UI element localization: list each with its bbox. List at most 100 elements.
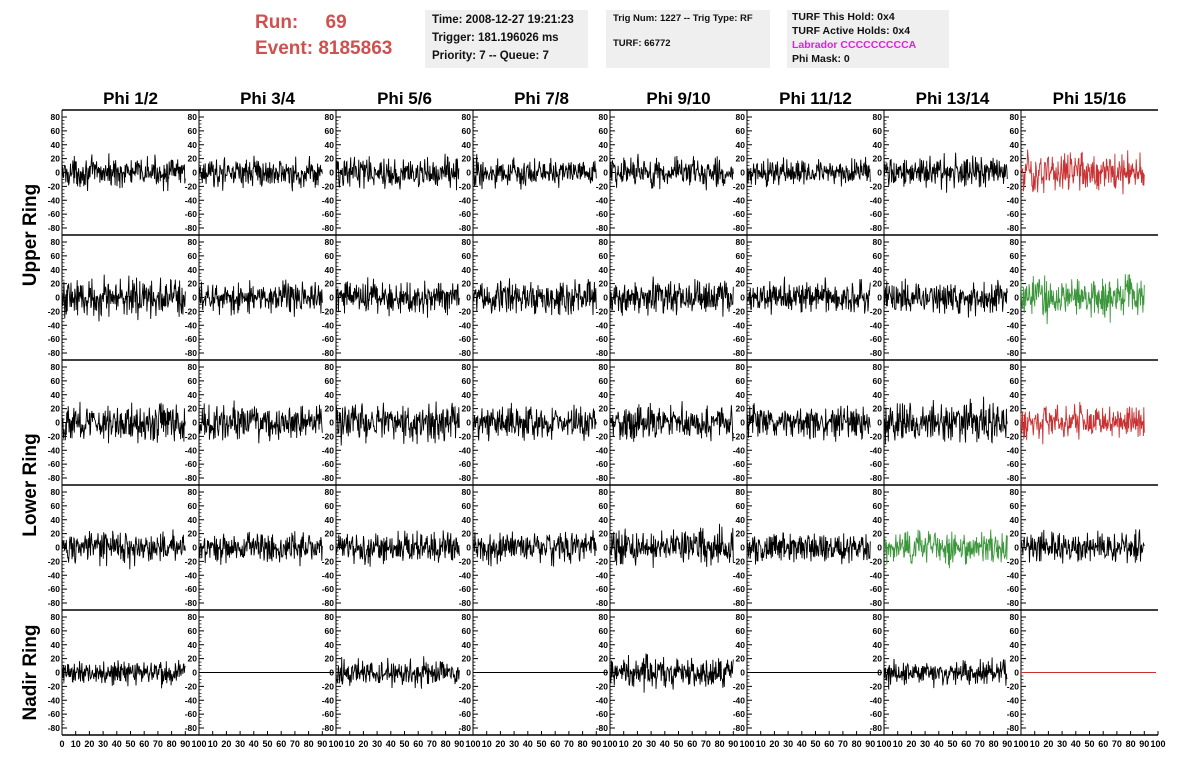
- x-tick-label: 80: [167, 739, 177, 749]
- y-tick-label: 80: [51, 362, 61, 372]
- waveform-trace: [198, 400, 323, 444]
- trig-num-text: Trig Num: 1227 -- Trig Type: RF: [613, 13, 753, 24]
- x-tick-label: 80: [715, 739, 725, 749]
- y-tick-label: -20: [870, 556, 883, 566]
- y-tick-label: -80: [322, 598, 335, 608]
- y-tick-label: -20: [733, 431, 746, 441]
- y-tick-label: -80: [1007, 723, 1020, 733]
- y-tick-label: -80: [459, 473, 472, 483]
- y-tick-label: 40: [736, 515, 746, 525]
- y-tick-label: -20: [459, 431, 472, 441]
- y-tick-label: 80: [736, 612, 746, 622]
- y-tick-label: 60: [873, 251, 883, 261]
- x-tick-label: 20: [1043, 739, 1053, 749]
- x-tick-label: 70: [564, 739, 574, 749]
- y-tick-label: 40: [873, 640, 883, 650]
- y-tick-label: 60: [325, 501, 335, 511]
- waveform-trace: [746, 532, 871, 565]
- y-tick-label: 60: [462, 626, 472, 636]
- y-tick-label: 20: [736, 154, 746, 164]
- waveform-trace: [61, 529, 186, 570]
- y-tick-label: 40: [873, 390, 883, 400]
- y-tick-label: 40: [1010, 640, 1020, 650]
- x-tick-label: 20: [495, 739, 505, 749]
- y-tick-label: 20: [51, 154, 61, 164]
- y-tick-label: -80: [459, 223, 472, 233]
- y-tick-label: 0: [740, 293, 745, 303]
- y-tick-label: -20: [48, 181, 61, 191]
- y-tick-label: -40: [870, 695, 883, 705]
- waveform-trace: [883, 396, 1008, 445]
- y-tick-label: -40: [48, 570, 61, 580]
- y-tick-label: -20: [870, 181, 883, 191]
- y-tick-label: -80: [185, 223, 198, 233]
- y-tick-label: 60: [325, 126, 335, 136]
- y-tick-label: 60: [325, 626, 335, 636]
- y-tick-label: 60: [599, 501, 609, 511]
- y-tick-label: 0: [1014, 168, 1019, 178]
- x-tick-label: 30: [920, 739, 930, 749]
- y-tick-label: 0: [603, 543, 608, 553]
- y-tick-label: 20: [51, 529, 61, 539]
- y-tick-label: -80: [185, 598, 198, 608]
- time-text: Time: 2008-12-27 19:21:23: [432, 14, 574, 26]
- y-tick-label: 80: [1010, 487, 1020, 497]
- x-tick-label: 80: [304, 739, 314, 749]
- y-tick-label: -40: [48, 695, 61, 705]
- y-tick-label: -40: [48, 320, 61, 330]
- y-tick-label: 40: [736, 265, 746, 275]
- y-tick-label: 0: [466, 668, 471, 678]
- y-tick-label: 0: [740, 668, 745, 678]
- y-tick-label: -60: [733, 334, 746, 344]
- y-tick-label: 80: [873, 237, 883, 247]
- y-tick-label: -20: [459, 681, 472, 691]
- y-tick-label: -40: [459, 570, 472, 580]
- y-tick-label: 80: [599, 612, 609, 622]
- y-tick-label: -40: [48, 195, 61, 205]
- y-tick-label: 60: [736, 251, 746, 261]
- y-tick-label: -60: [596, 709, 609, 719]
- y-tick-label: 60: [462, 251, 472, 261]
- y-tick-label: 0: [740, 418, 745, 428]
- waveform-trace: [335, 530, 460, 567]
- y-tick-label: -20: [733, 306, 746, 316]
- y-tick-label: -40: [733, 195, 746, 205]
- y-tick-label: 80: [599, 112, 609, 122]
- y-tick-label: 40: [188, 390, 198, 400]
- waveform-trace: [746, 276, 871, 315]
- y-tick-label: -40: [870, 195, 883, 205]
- x-tick-label: 70: [838, 739, 848, 749]
- y-tick-label: 0: [740, 168, 745, 178]
- y-tick-label: 80: [1010, 112, 1020, 122]
- y-tick-label: -20: [322, 306, 335, 316]
- y-tick-label: -60: [48, 334, 61, 344]
- y-tick-label: -20: [1007, 431, 1020, 441]
- y-tick-label: 40: [462, 265, 472, 275]
- y-tick-label: -60: [322, 584, 335, 594]
- y-tick-label: 40: [51, 140, 61, 150]
- y-tick-label: -60: [596, 334, 609, 344]
- y-tick-label: 0: [466, 168, 471, 178]
- y-tick-label: -80: [870, 223, 883, 233]
- y-tick-label: -60: [185, 459, 198, 469]
- y-tick-label: -60: [870, 459, 883, 469]
- y-tick-label: -80: [870, 348, 883, 358]
- y-tick-label: -80: [596, 348, 609, 358]
- y-tick-label: -20: [1007, 306, 1020, 316]
- y-tick-label: -20: [185, 181, 198, 191]
- y-tick-label: 40: [462, 515, 472, 525]
- waveform-trace: [883, 278, 1008, 318]
- y-tick-label: 20: [736, 279, 746, 289]
- y-tick-label: 0: [466, 543, 471, 553]
- x-tick-label: 20: [221, 739, 231, 749]
- y-tick-label: 0: [603, 668, 608, 678]
- turf-active-text: TURF Active Holds: 0x4: [792, 25, 911, 37]
- y-tick-label: -60: [48, 209, 61, 219]
- row-label: Nadir Ring: [20, 624, 41, 720]
- y-tick-label: -40: [596, 695, 609, 705]
- y-tick-label: 40: [51, 390, 61, 400]
- y-tick-label: -20: [596, 681, 609, 691]
- y-tick-label: 80: [462, 237, 472, 247]
- x-tick-label: 40: [112, 739, 122, 749]
- y-tick-label: -80: [48, 598, 61, 608]
